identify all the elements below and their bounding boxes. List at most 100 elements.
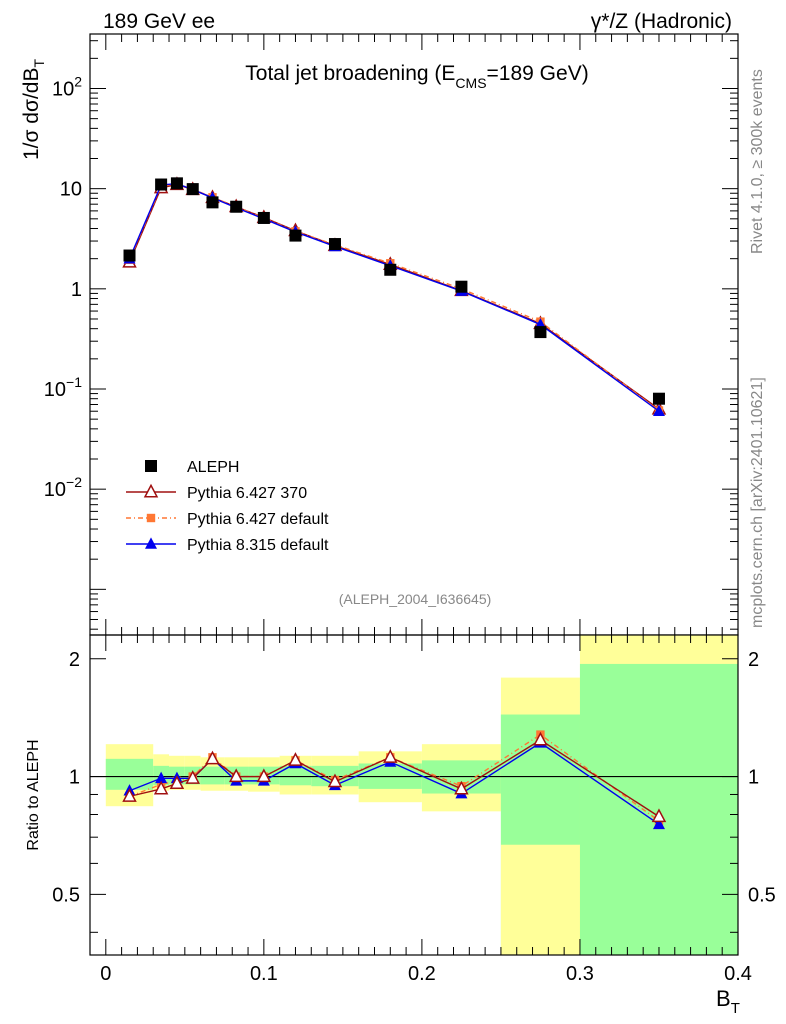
- x-tick-label: 0.2: [408, 963, 436, 985]
- main-y-axis-title: 1/σ dσ/dBT: [20, 59, 47, 160]
- ratio-data-point: [651, 808, 667, 823]
- ratio-panel: 0.5 0.5 1 1 2 2 Ratio to ALEPH: [25, 634, 776, 956]
- ratio-y-tick-label-right: 0.5: [748, 884, 776, 906]
- data-point: [328, 238, 341, 251]
- main-y-tick-label-mantissa: 10: [44, 479, 66, 501]
- data-point: [123, 249, 136, 262]
- ratio-data-point: [205, 750, 220, 765]
- data-point: [534, 326, 547, 339]
- data-point: [652, 404, 665, 417]
- ratio-series: [122, 730, 667, 830]
- series-aleph: [123, 177, 665, 405]
- ratio-data-point: [153, 780, 169, 795]
- inner-band: [279, 765, 312, 786]
- x-tick-label: 0.4: [724, 963, 752, 985]
- ratio-y-tick-label-right: 1: [748, 767, 759, 789]
- analysis-id: (ALEPH_2004_I636645): [339, 591, 492, 607]
- ratio-data-point: [122, 788, 137, 802]
- legend-label: Pythia 8.315 default: [187, 537, 329, 554]
- data-point: [206, 196, 219, 209]
- main-y-tick-label-exponent: 2: [74, 73, 82, 89]
- main-title: Total jet broadening (ECMS=189 GeV): [245, 62, 588, 91]
- data-point: [652, 392, 665, 405]
- legend-entry: Pythia 6.427 default: [126, 511, 329, 528]
- header-right-suffix: (Hadronic): [628, 10, 732, 33]
- ratio-data-point: [383, 749, 398, 763]
- main-title-sub: CMS: [455, 75, 486, 91]
- ratio-y-axis-title: Ratio to ALEPH: [25, 739, 42, 850]
- series-pythia-6-427-default: [125, 179, 664, 415]
- legend-label: Pythia 6.427 370: [187, 485, 307, 502]
- data-point: [186, 183, 199, 196]
- rivet-version-text: Rivet 4.1.0, ≥ 300k events: [749, 69, 766, 254]
- legend-entry: ALEPH: [145, 459, 239, 476]
- ratio-data-point: [228, 768, 244, 783]
- ratio-data-point: [288, 752, 303, 766]
- legend-marker: [145, 460, 157, 472]
- x-tick-label: 0.3: [566, 963, 594, 985]
- main-title-main: Total jet broadening (E: [245, 62, 455, 85]
- x-axis-title-main: B: [716, 986, 731, 1011]
- main-y-tick-label-exponent: −2: [66, 474, 82, 490]
- main-y-tick-label-exponent: −1: [66, 374, 82, 390]
- main-y-tick-label-mantissa: 10: [44, 379, 66, 401]
- main-y-tick-label-mantissa: 1: [71, 279, 82, 301]
- header-right-label: γ*/Z (Hadronic): [591, 10, 732, 33]
- main-y-axis-title-sub: T: [31, 59, 47, 68]
- legend-label: Pythia 6.427 default: [187, 511, 329, 528]
- main-y-tick-label: 10−2: [44, 474, 82, 501]
- ratio-series-pythia-6-427-370: [122, 731, 667, 823]
- main-y-tick-label: 10−1: [44, 374, 82, 401]
- ratio-data-point: [652, 817, 665, 830]
- main-y-tick-label-mantissa: 10: [52, 78, 74, 100]
- main-y-tick-label: 102: [52, 73, 82, 100]
- legend-label: ALEPH: [187, 459, 239, 476]
- legend: ALEPH Pythia 6.427 370 Pythia 6.427 defaul…: [126, 459, 329, 554]
- x-axis-title: BT: [716, 986, 740, 1017]
- main-y-tick-label-mantissa: 10: [60, 179, 82, 201]
- x-axis-ticks: 0 0.1 0.2 0.3 0.4: [89, 34, 752, 985]
- series-line: [128, 183, 660, 412]
- ratio-y-tick-label: 1: [69, 767, 80, 789]
- legend-marker: [146, 513, 156, 523]
- ratio-y-tick-label: 0.5: [52, 884, 80, 906]
- mcplots-citation-text: mcplots.cern.ch [arXiv:2401.10621]: [749, 377, 766, 628]
- main-title-tail: =189 GeV): [487, 62, 589, 85]
- series-line: [128, 183, 660, 412]
- main-y-tick-label: 1: [71, 279, 82, 301]
- data-point: [384, 263, 397, 276]
- legend-marker: [143, 483, 159, 498]
- ratio-axis-ticks: 0.5 0.5 1 1 2 2: [52, 649, 776, 933]
- ratio-data-point: [327, 773, 343, 788]
- ratio-data-point: [169, 775, 185, 790]
- legend-entry: Pythia 6.427 370: [126, 483, 307, 502]
- data-point: [455, 280, 468, 293]
- main-series: [122, 176, 667, 417]
- ratio-panel-frame: [89, 634, 739, 956]
- ratio-y-tick-label-right: 2: [748, 649, 759, 671]
- inner-band: [200, 766, 225, 785]
- ratio-data-point: [155, 771, 168, 784]
- ratio-y-tick-label: 2: [69, 649, 80, 671]
- ratio-uncertainty-bands: [105, 635, 738, 955]
- x-tick-label: 0.1: [250, 963, 278, 985]
- data-point: [170, 177, 183, 190]
- outer-band-low: [500, 844, 580, 955]
- main-y-axis-title-main: 1/σ dσ/dB: [20, 68, 43, 160]
- data-point: [257, 211, 270, 224]
- legend-marker: [145, 537, 157, 549]
- main-y-tick-label: 10: [60, 179, 82, 201]
- series-line: [128, 183, 660, 410]
- legend-entry: Pythia 8.315 default: [126, 537, 329, 554]
- ratio-data-point: [533, 731, 548, 746]
- ratio-data-point: [454, 780, 469, 795]
- ratio-data-point: [256, 768, 272, 783]
- series-pythia-6-427-370: [122, 176, 667, 415]
- ratio-data-point: [185, 770, 200, 784]
- series-pythia-8-315-default: [123, 177, 665, 417]
- x-tick-label: 0: [100, 963, 111, 985]
- header-left-label: 189 GeV ee: [103, 10, 215, 33]
